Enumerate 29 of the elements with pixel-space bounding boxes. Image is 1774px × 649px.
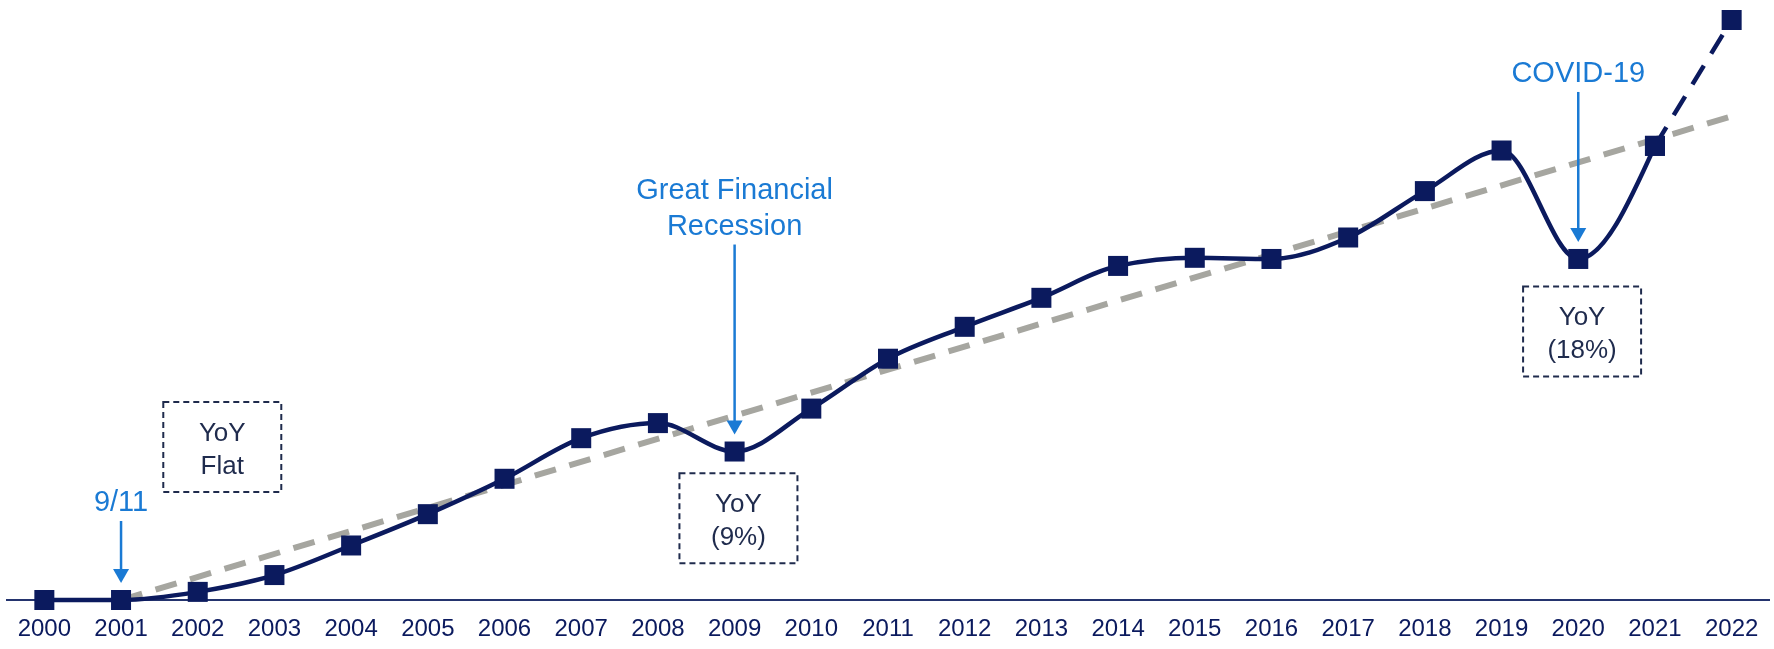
x-tick-label: 2011 [862,614,914,641]
x-tick-label: 2000 [17,614,72,641]
x-tick-label: 2020 [1551,614,1605,641]
x-tick-label: 2019 [1474,614,1529,641]
annotation: YoY (9%) [710,488,766,552]
x-tick-label: 2008 [631,614,685,641]
x-tick-label: 2016 [1244,614,1299,641]
annotation: Great Financial Recession [636,172,833,241]
annotation: YoY Flat [198,416,246,480]
x-tick-label: 2012 [938,614,992,641]
x-tick-label: 2005 [401,614,455,641]
annotation: 9/11 [93,485,149,517]
x-tick-label: 2013 [1014,614,1069,641]
x-tick-label: 2015 [1168,614,1222,641]
x-tick-label: 2004 [324,614,378,641]
x-tick-label: 2006 [477,614,532,641]
x-tick-label: 2007 [554,614,608,641]
x-tick-label: 2021 [1628,614,1682,641]
x-tick-label: 2002 [171,614,225,641]
x-tick-label: 2014 [1091,614,1145,641]
x-tick-label: 2010 [784,614,838,641]
x-tick-label: 2018 [1398,614,1452,641]
x-tick-label: 2003 [247,614,302,641]
x-tick-label: 2009 [707,614,762,641]
x-tick-label: 2017 [1321,614,1375,641]
annotation: YoY (18%) [1547,301,1617,365]
annotation: COVID-19 [1511,55,1646,88]
x-tick-label: 2001 [94,614,148,641]
x-tick-label: 2022 [1704,614,1759,641]
